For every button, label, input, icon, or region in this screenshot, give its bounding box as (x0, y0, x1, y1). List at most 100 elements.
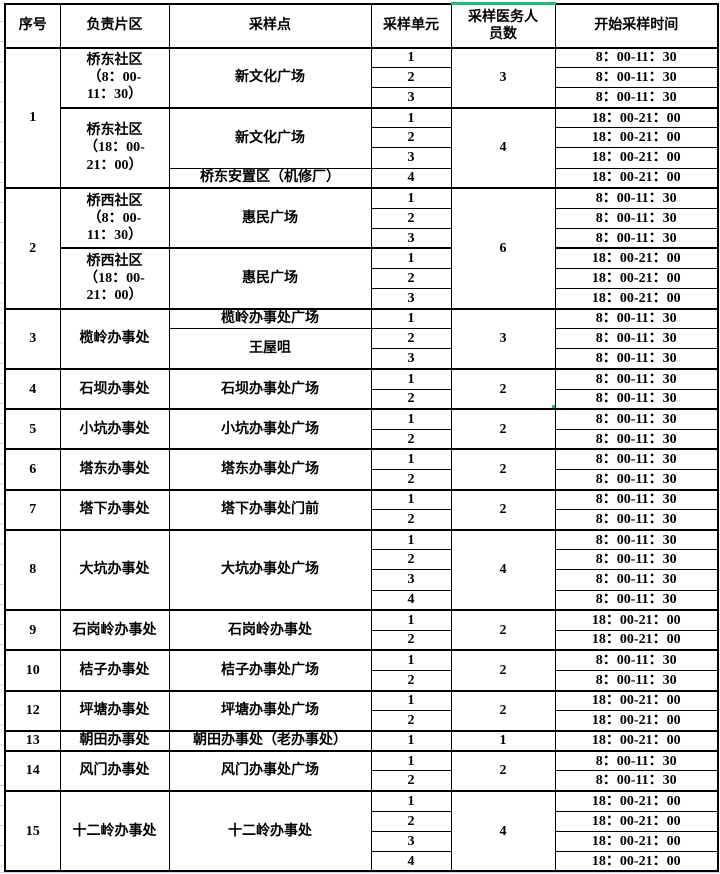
time-cell[interactable]: 8：00-11：30 (554, 528, 719, 551)
time-cell[interactable]: 8：00-11：30 (554, 67, 719, 89)
serial-cell[interactable]: 2 (4, 187, 61, 310)
unit-cell[interactable]: 3 (370, 348, 452, 370)
serial-cell[interactable]: 3 (4, 307, 61, 370)
serial-cell[interactable]: 4 (4, 367, 61, 410)
time-cell[interactable]: 8：00-11：30 (554, 488, 719, 511)
sampling-point-cell[interactable]: 十二岭办事处 (168, 789, 372, 872)
unit-cell[interactable]: 2 (370, 509, 452, 531)
time-cell[interactable]: 18：00-21：00 (554, 689, 719, 712)
unit-cell[interactable]: 2 (370, 428, 452, 450)
area-cell[interactable]: 桥东社区 （18：00- 21：00） (59, 106, 170, 189)
staff-count-cell[interactable]: 4 (450, 106, 556, 189)
staff-count-cell[interactable]: 2 (450, 749, 556, 792)
sampling-point-cell[interactable]: 大坑办事处广场 (168, 528, 372, 611)
staff-count-cell[interactable]: 2 (450, 689, 556, 732)
unit-cell[interactable]: 1 (370, 448, 452, 470)
area-cell[interactable]: 塔下办事处 (59, 488, 170, 531)
staff-count-cell[interactable]: 2 (450, 448, 556, 491)
sampling-point-cell[interactable]: 新文化广场 (168, 46, 372, 109)
unit-cell[interactable]: 1 (370, 106, 452, 129)
sampling-point-cell[interactable]: 新文化广场 (168, 106, 372, 169)
time-cell[interactable]: 8：00-11：30 (554, 307, 719, 330)
time-cell[interactable]: 8：00-11：30 (554, 207, 719, 229)
unit-cell[interactable]: 2 (370, 710, 452, 732)
unit-cell[interactable]: 2 (370, 810, 452, 832)
time-cell[interactable]: 8：00-11：30 (554, 589, 719, 611)
time-cell[interactable]: 18：00-21：00 (554, 268, 719, 290)
sampling-point-cell[interactable]: 坪塘办事处广场 (168, 689, 372, 732)
time-cell[interactable]: 18：00-21：00 (554, 830, 719, 852)
time-cell[interactable]: 8：00-11：30 (554, 428, 719, 450)
sampling-point-cell[interactable]: 石坝办事处广场 (168, 367, 372, 410)
staff-count-cell[interactable]: 6 (450, 187, 556, 310)
unit-cell[interactable]: 1 (370, 789, 452, 812)
unit-cell[interactable]: 1 (370, 307, 452, 330)
sampling-point-cell[interactable]: 小坑办事处广场 (168, 408, 372, 450)
serial-cell[interactable]: 5 (4, 408, 61, 450)
serial-cell[interactable]: 10 (4, 649, 61, 692)
unit-cell[interactable]: 1 (370, 649, 452, 671)
unit-cell[interactable]: 4 (370, 167, 452, 189)
col-header-sampling-point[interactable]: 采样点 (168, 3, 372, 49)
time-cell[interactable]: 18：00-21：00 (554, 288, 719, 310)
col-header-start-time[interactable]: 开始采样时间 (554, 3, 719, 49)
area-cell[interactable]: 桥西社区 （18：00- 21：00） (59, 247, 170, 310)
time-cell[interactable]: 8：00-11：30 (554, 388, 719, 410)
unit-cell[interactable]: 2 (370, 468, 452, 491)
time-cell[interactable]: 18：00-21：00 (554, 789, 719, 812)
unit-cell[interactable]: 3 (370, 830, 452, 852)
sampling-point-cell[interactable]: 惠民广场 (168, 187, 372, 249)
time-cell[interactable]: 18：00-21：00 (554, 850, 719, 872)
serial-cell[interactable]: 15 (4, 789, 61, 872)
area-cell[interactable]: 风门办事处 (59, 749, 170, 792)
unit-cell[interactable]: 3 (370, 227, 452, 249)
time-cell[interactable]: 18：00-21：00 (554, 106, 719, 129)
time-cell[interactable]: 18：00-21：00 (554, 710, 719, 732)
unit-cell[interactable]: 4 (370, 850, 452, 872)
time-cell[interactable]: 8：00-11：30 (554, 669, 719, 692)
serial-cell[interactable]: 9 (4, 609, 61, 651)
area-cell[interactable]: 石坝办事处 (59, 367, 170, 410)
time-cell[interactable]: 18：00-21：00 (554, 629, 719, 651)
time-cell[interactable]: 8：00-11：30 (554, 187, 719, 209)
sampling-point-cell[interactable]: 石岗岭办事处 (168, 609, 372, 651)
serial-cell[interactable]: 13 (4, 729, 61, 752)
sampling-point-cell[interactable]: 桔子办事处广场 (168, 649, 372, 692)
sampling-point-cell[interactable]: 榄岭办事处广场 (168, 307, 372, 330)
unit-cell[interactable]: 2 (370, 268, 452, 290)
time-cell[interactable]: 8：00-11：30 (554, 749, 719, 772)
time-cell[interactable]: 8：00-11：30 (554, 367, 719, 390)
sampling-point-cell[interactable]: 惠民广场 (168, 247, 372, 310)
serial-cell[interactable]: 6 (4, 448, 61, 491)
unit-cell[interactable]: 2 (370, 770, 452, 792)
time-cell[interactable]: 8：00-11：30 (554, 509, 719, 531)
area-cell[interactable]: 榄岭办事处 (59, 307, 170, 370)
unit-cell[interactable]: 1 (370, 729, 452, 752)
time-cell[interactable]: 8：00-11：30 (554, 448, 719, 470)
staff-count-cell[interactable]: 3 (450, 46, 556, 109)
staff-count-cell[interactable]: 2 (450, 408, 556, 450)
time-cell[interactable]: 8：00-11：30 (554, 770, 719, 792)
area-cell[interactable]: 小坑办事处 (59, 408, 170, 450)
unit-cell[interactable]: 1 (370, 46, 452, 69)
unit-cell[interactable]: 1 (370, 488, 452, 511)
time-cell[interactable]: 18：00-21：00 (554, 609, 719, 631)
unit-cell[interactable]: 2 (370, 388, 452, 410)
area-cell[interactable]: 桥东社区 （8：00- 11：30） (59, 46, 170, 109)
sampling-point-cell[interactable]: 朝田办事处（老办事处） (168, 729, 372, 752)
time-cell[interactable]: 8：00-11：30 (554, 569, 719, 591)
unit-cell[interactable]: 2 (370, 549, 452, 571)
unit-cell[interactable]: 2 (370, 328, 452, 350)
col-header-area[interactable]: 负责片区 (59, 3, 170, 49)
unit-cell[interactable]: 3 (370, 288, 452, 310)
staff-count-cell[interactable]: 4 (450, 789, 556, 872)
unit-cell[interactable]: 1 (370, 749, 452, 772)
time-cell[interactable]: 18：00-21：00 (554, 729, 719, 752)
area-cell[interactable]: 朝田办事处 (59, 729, 170, 752)
serial-cell[interactable]: 14 (4, 749, 61, 792)
sampling-point-cell[interactable]: 塔东办事处广场 (168, 448, 372, 491)
time-cell[interactable]: 8：00-11：30 (554, 649, 719, 671)
area-cell[interactable]: 大坑办事处 (59, 528, 170, 611)
sampling-point-cell[interactable]: 王屋咀 (168, 328, 372, 370)
unit-cell[interactable]: 1 (370, 689, 452, 712)
